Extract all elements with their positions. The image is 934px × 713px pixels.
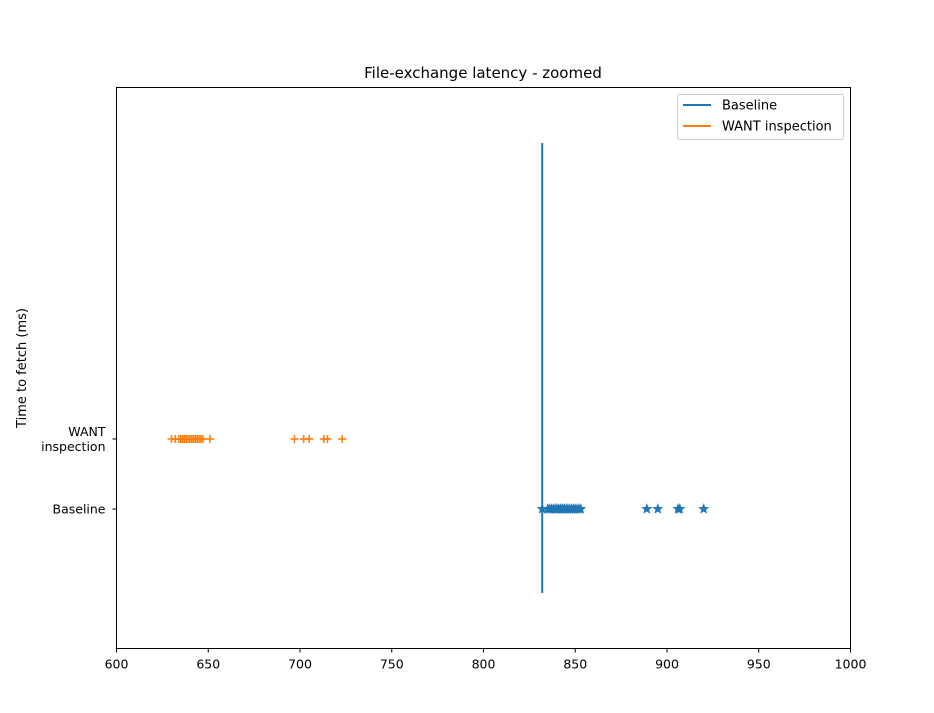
data-point-baseline: [641, 503, 653, 514]
x-axis: 600 650 700 750 800 850 900 950 1000: [105, 648, 867, 672]
x-tick-label: 700: [288, 657, 312, 672]
x-tick-label: 650: [196, 657, 220, 672]
legend: Baseline WANT inspection: [677, 94, 844, 140]
legend-box: [677, 94, 844, 140]
x-tick-label: 750: [380, 657, 404, 672]
data-point-want-inspection: [290, 435, 299, 443]
legend-entry: WANT inspection: [722, 120, 832, 135]
x-tick-label: 1000: [835, 657, 867, 672]
data-point-want-inspection: [206, 435, 215, 443]
x-tick-label: 600: [105, 657, 129, 672]
y-tick-label: WANT inspection: [41, 424, 106, 454]
x-tick-label: 900: [655, 657, 679, 672]
chart-title: File-exchange latency - zoomed: [364, 64, 602, 82]
data-point-baseline: [652, 503, 664, 514]
y-axis-label: Time to fetch (ms): [15, 308, 30, 429]
x-tick-label: 800: [472, 657, 496, 672]
data-point-baseline: [698, 503, 710, 514]
data-point-want-inspection: [338, 435, 347, 443]
data-point-baseline: [575, 503, 587, 514]
y-axis: Baseline WANT inspection: [41, 424, 117, 517]
plot-frame: [116, 87, 851, 649]
data-point-want-inspection: [323, 435, 332, 443]
data-point-want-inspection: [305, 435, 314, 443]
x-tick-label: 950: [747, 657, 771, 672]
plot-area: [167, 143, 710, 593]
data-point-baseline: [674, 503, 686, 514]
y-tick-label: Baseline: [53, 502, 106, 517]
data-point-want-inspection: [198, 435, 207, 443]
legend-entry: Baseline: [722, 99, 777, 114]
x-tick-label: 850: [563, 657, 587, 672]
